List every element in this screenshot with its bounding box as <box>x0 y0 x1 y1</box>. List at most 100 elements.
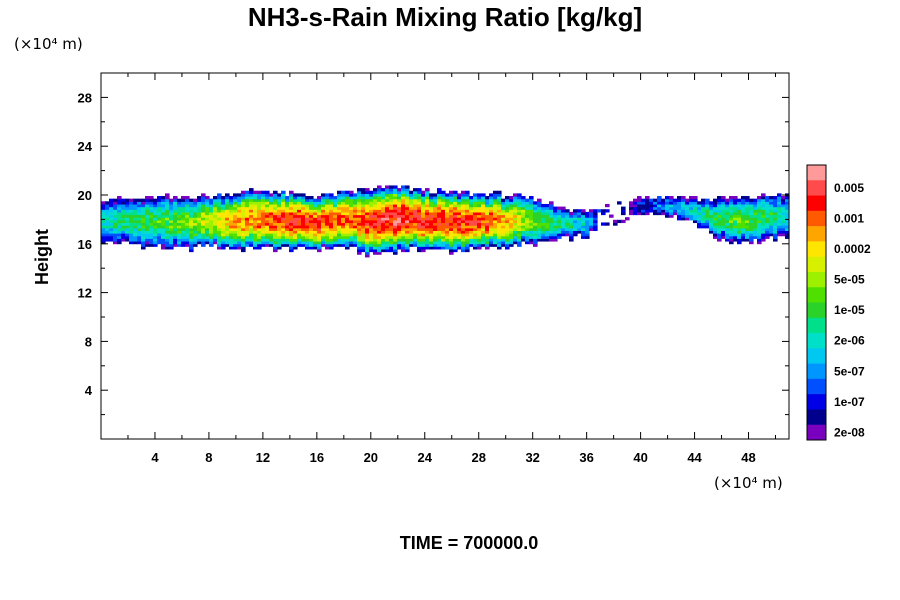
field-cell <box>293 196 298 200</box>
field-cell <box>565 230 570 234</box>
field-cell <box>477 240 482 245</box>
field-cell <box>345 235 350 239</box>
field-cell <box>317 238 322 242</box>
field-cell <box>497 222 502 226</box>
field-cell <box>289 246 294 250</box>
field-cell <box>101 203 106 208</box>
field-cell <box>529 233 534 237</box>
field-cell <box>273 219 278 224</box>
field-cell <box>753 227 758 231</box>
field-cell <box>717 203 722 208</box>
field-cell <box>233 222 238 226</box>
field-cell <box>465 248 470 253</box>
field-cell <box>361 198 366 202</box>
field-cell <box>489 203 494 208</box>
field-cell <box>337 214 342 218</box>
field-cell <box>505 222 510 226</box>
field-cell <box>293 209 298 213</box>
field-cell <box>517 201 522 205</box>
field-cell <box>249 198 254 202</box>
field-cell <box>437 198 442 202</box>
field-cell <box>769 227 774 231</box>
field-cell <box>493 203 498 208</box>
field-cell <box>425 225 430 229</box>
field-cell <box>629 211 634 216</box>
field-cell <box>481 203 486 208</box>
field-cell <box>317 248 322 253</box>
field-cell <box>777 217 782 221</box>
field-cell <box>549 211 554 216</box>
field-cell <box>337 235 342 239</box>
field-cell <box>173 222 178 226</box>
field-cell <box>297 238 302 242</box>
field-cell <box>429 246 434 250</box>
field-cell <box>329 240 334 245</box>
field-cell <box>257 225 262 229</box>
field-cell <box>685 209 690 213</box>
field-cell <box>209 227 214 231</box>
field-cell <box>261 222 266 226</box>
field-cell <box>537 198 542 202</box>
field-cell <box>145 240 150 245</box>
field-cell <box>161 217 166 221</box>
field-cell <box>173 217 178 221</box>
field-cell <box>453 193 458 197</box>
colorbar-swatch <box>807 378 826 395</box>
field-cell <box>569 227 574 231</box>
field-cell <box>153 206 158 210</box>
field-cell <box>257 201 262 205</box>
field-cell <box>437 230 442 234</box>
field-cell <box>297 217 302 221</box>
field-cell <box>349 219 354 224</box>
field-cell <box>389 214 394 218</box>
field-cell <box>445 203 450 208</box>
field-cell <box>705 209 710 213</box>
field-cell <box>269 211 274 216</box>
field-cell <box>389 235 394 239</box>
field-cell <box>265 240 270 245</box>
field-cell <box>213 235 218 239</box>
colorbar-swatch <box>807 409 826 426</box>
field-cell <box>113 219 118 224</box>
field-cell <box>381 209 386 213</box>
field-cell <box>561 206 566 210</box>
field-cell <box>745 201 750 205</box>
field-cell <box>765 203 770 208</box>
field-cell <box>285 238 290 242</box>
field-cell <box>785 219 790 224</box>
field-cell <box>217 246 222 250</box>
field-cell <box>105 201 110 205</box>
field-cell <box>141 211 146 216</box>
field-cell <box>421 246 426 250</box>
field-cell <box>453 248 458 253</box>
field-cell <box>469 230 474 234</box>
field-cell <box>437 235 442 239</box>
field-cell <box>721 225 726 229</box>
field-cell <box>281 230 286 234</box>
field-cell <box>525 201 530 205</box>
field-cell <box>457 219 462 224</box>
field-cell <box>209 219 214 224</box>
field-cell <box>189 214 194 218</box>
field-cell <box>461 193 466 197</box>
field-cell <box>229 217 234 221</box>
field-cell <box>733 225 738 229</box>
field-cell <box>737 214 742 218</box>
field-cell <box>577 222 582 226</box>
field-cell <box>397 225 402 229</box>
field-cell <box>493 214 498 218</box>
field-cell <box>285 196 290 200</box>
field-cell <box>117 225 122 229</box>
field-cell <box>129 201 134 205</box>
field-cell <box>221 196 226 200</box>
field-cell <box>221 246 226 250</box>
field-cell <box>461 233 466 237</box>
field-cell <box>469 227 474 231</box>
field-cell <box>689 211 694 216</box>
field-cell <box>257 211 262 216</box>
field-cell <box>517 240 522 245</box>
field-cell <box>509 203 514 208</box>
field-cell <box>469 235 474 239</box>
field-cell <box>561 214 566 218</box>
field-cell <box>373 240 378 245</box>
